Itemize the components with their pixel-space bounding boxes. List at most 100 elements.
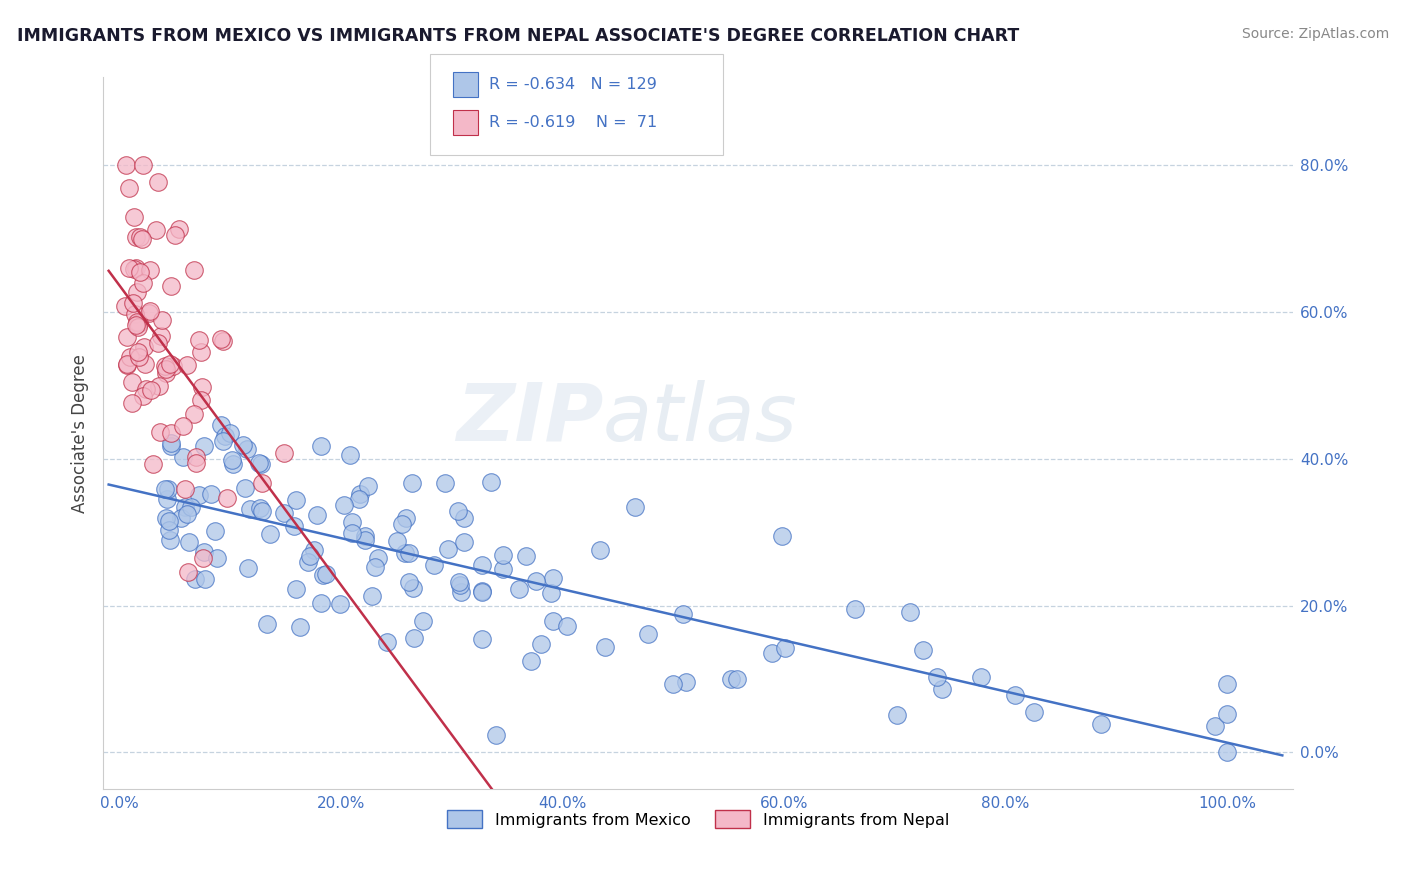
Point: [219, 425, 242, 440]
Point: [205, 551, 228, 566]
Point: [311, 440, 333, 454]
Point: [436, 542, 458, 557]
Point: [209, 417, 232, 432]
Point: [160, 439, 183, 453]
Point: [160, 436, 183, 450]
Point: [160, 425, 183, 440]
Point: [239, 502, 262, 516]
Point: [515, 549, 537, 563]
Point: [357, 479, 380, 493]
Point: [177, 565, 200, 579]
Point: [285, 493, 308, 508]
Point: [340, 515, 363, 529]
Point: [146, 335, 169, 350]
Text: Source: ZipAtlas.com: Source: ZipAtlas.com: [1241, 27, 1389, 41]
Point: [911, 642, 934, 657]
Point: [247, 456, 270, 470]
Point: [125, 318, 148, 333]
Text: IMMIGRANTS FROM MEXICO VS IMMIGRANTS FROM NEPAL ASSOCIATE'S DEGREE CORRELATION C: IMMIGRANTS FROM MEXICO VS IMMIGRANTS FRO…: [17, 27, 1019, 45]
Point: [127, 320, 149, 334]
Point: [127, 285, 149, 299]
Point: [450, 584, 472, 599]
Point: [449, 578, 471, 592]
Point: [530, 637, 553, 651]
Point: [491, 548, 513, 562]
Point: [520, 655, 543, 669]
Legend: Immigrants from Mexico, Immigrants from Nepal: Immigrants from Mexico, Immigrants from …: [441, 804, 956, 834]
Point: [115, 358, 138, 372]
Point: [252, 503, 274, 517]
Point: [204, 524, 226, 539]
Point: [349, 491, 371, 506]
Point: [886, 707, 908, 722]
Point: [118, 351, 141, 365]
Point: [1216, 706, 1239, 721]
Point: [135, 382, 157, 396]
Point: [232, 438, 254, 452]
Point: [145, 223, 167, 237]
Point: [188, 488, 211, 502]
Point: [761, 646, 783, 660]
Point: [118, 260, 141, 275]
Point: [662, 677, 685, 691]
Point: [339, 448, 361, 462]
Point: [163, 227, 186, 242]
Point: [128, 230, 150, 244]
Point: [844, 602, 866, 616]
Point: [273, 446, 295, 460]
Point: [172, 450, 194, 464]
Point: [773, 641, 796, 656]
Point: [121, 395, 143, 409]
Point: [395, 510, 418, 524]
Point: [172, 419, 194, 434]
Point: [401, 475, 423, 490]
Point: [217, 491, 239, 505]
Point: [1090, 716, 1112, 731]
Point: [193, 544, 215, 558]
Point: [508, 582, 530, 596]
Point: [190, 392, 212, 407]
Point: [1204, 719, 1226, 733]
Point: [114, 158, 136, 172]
Point: [672, 607, 695, 621]
Point: [155, 510, 177, 524]
Point: [349, 487, 371, 501]
Point: [249, 501, 271, 516]
Point: [675, 674, 697, 689]
Point: [471, 585, 494, 599]
Point: [770, 529, 793, 543]
Point: [174, 483, 197, 497]
Point: [524, 574, 547, 588]
Point: [283, 519, 305, 533]
Point: [333, 498, 356, 512]
Point: [398, 574, 420, 589]
Point: [167, 221, 190, 235]
Point: [132, 158, 155, 172]
Point: [404, 631, 426, 645]
Point: [377, 635, 399, 649]
Point: [637, 627, 659, 641]
Point: [471, 558, 494, 573]
Point: [118, 180, 141, 194]
Point: [180, 500, 202, 514]
Point: [364, 559, 387, 574]
Point: [233, 481, 256, 495]
Point: [139, 303, 162, 318]
Point: [212, 334, 235, 348]
Text: R = -0.634   N = 129: R = -0.634 N = 129: [489, 78, 657, 92]
Point: [398, 546, 420, 560]
Point: [433, 476, 456, 491]
Point: [423, 558, 446, 573]
Point: [194, 572, 217, 586]
Point: [139, 263, 162, 277]
Point: [288, 620, 311, 634]
Point: [298, 549, 321, 563]
Point: [148, 379, 170, 393]
Point: [315, 566, 337, 581]
Y-axis label: Associate's Degree: Associate's Degree: [72, 354, 89, 513]
Point: [155, 482, 177, 496]
Point: [188, 333, 211, 347]
Point: [186, 456, 208, 470]
Point: [471, 583, 494, 598]
Point: [128, 350, 150, 364]
